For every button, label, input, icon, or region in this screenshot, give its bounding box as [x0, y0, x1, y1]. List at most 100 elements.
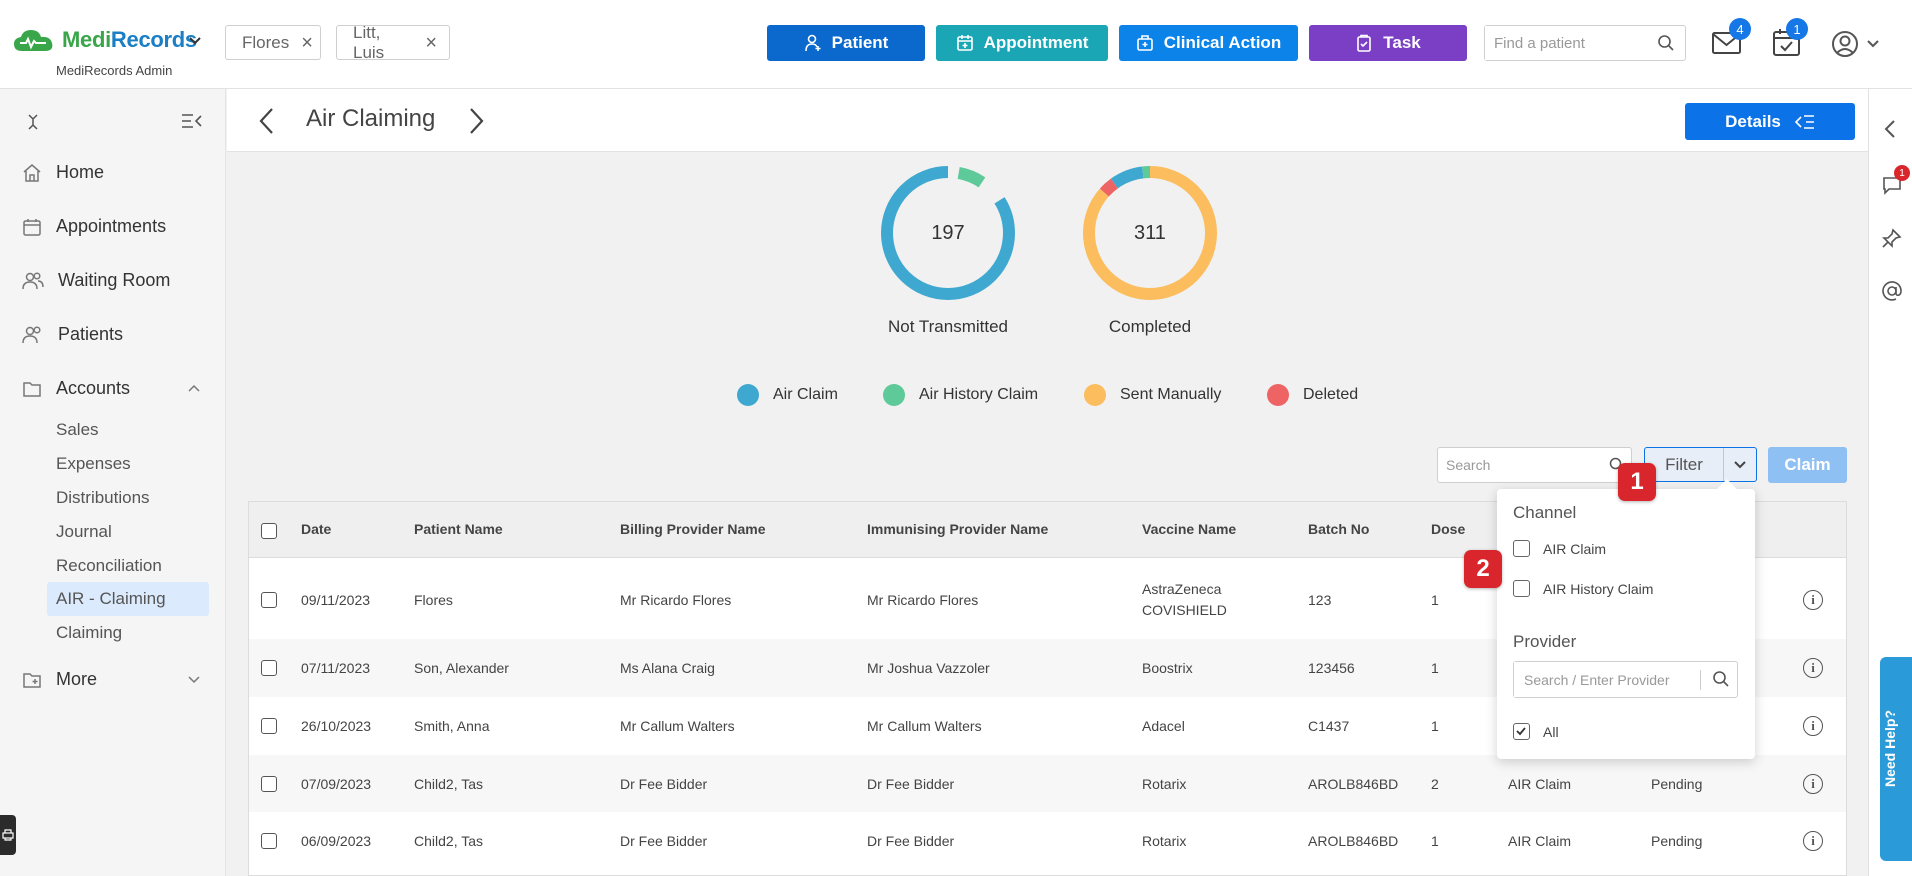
new-task-button[interactable]: Task	[1309, 25, 1467, 61]
sidebar-item-appointments[interactable]: Appointments	[22, 216, 166, 237]
chevron-left-icon[interactable]	[258, 107, 274, 135]
user-menu-button[interactable]	[1831, 30, 1881, 58]
step-marker-2: 2	[1464, 550, 1502, 588]
table-row[interactable]: 09/11/2023 Flores Mr Ricardo Flores Mr R…	[249, 559, 1846, 639]
sidebar-sub-air-claiming[interactable]: AIR - Claiming	[47, 582, 209, 616]
all-checkbox[interactable]	[1513, 723, 1530, 740]
new-appointment-button[interactable]: Appointment	[936, 25, 1108, 61]
sidebar-sub-journal[interactable]: Journal	[56, 522, 112, 541]
sidebar-sub-expenses[interactable]: Expenses	[56, 454, 131, 473]
not-transmitted-label: Not Transmitted	[888, 317, 1008, 336]
legend-swatch	[1084, 384, 1106, 406]
cell-vaccine: Adacel	[1142, 718, 1185, 734]
donut-slice-air-history-claim	[1083, 166, 1217, 300]
chevron-up-icon	[188, 384, 200, 392]
close-icon[interactable]: ×	[425, 31, 437, 54]
new-patient-button[interactable]: Patient	[767, 25, 925, 61]
cell-immunising: Dr Fee Bidder	[867, 776, 955, 792]
row-checkbox[interactable]	[261, 660, 277, 676]
need-help-button[interactable]: Need Help?	[1880, 657, 1912, 861]
info-icon[interactable]: i	[1803, 831, 1823, 851]
provider-option-all[interactable]: All	[1513, 723, 1559, 740]
info-icon[interactable]: i	[1803, 590, 1823, 610]
cell-date: 07/11/2023	[301, 660, 371, 676]
select-all-checkbox[interactable]	[261, 523, 277, 539]
find-patient-input[interactable]	[1485, 26, 1645, 60]
patient-tab-flores[interactable]: Flores ×	[225, 25, 321, 60]
header-date[interactable]: Date	[301, 521, 332, 537]
channel-checkbox[interactable]	[1513, 580, 1530, 597]
chevron-down-icon[interactable]	[188, 36, 202, 46]
folder-add-icon	[23, 672, 41, 688]
patient-tab-litt[interactable]: Litt, Luis ×	[336, 23, 450, 62]
sidebar: Home Appointments Waiting Room Patients …	[0, 89, 226, 876]
clipboard-icon	[1357, 34, 1372, 52]
step-marker-1: 1	[1618, 463, 1656, 501]
sidebar-item-accounts[interactable]: Accounts	[22, 378, 208, 399]
info-icon[interactable]: i	[1803, 716, 1823, 736]
cell-batch: AROLB846BD	[1308, 833, 1399, 849]
sidebar-item-waiting-room[interactable]: Waiting Room	[22, 270, 170, 291]
provider-search-input[interactable]	[1514, 662, 1694, 697]
cell-billing: Mr Ricardo Flores	[620, 592, 732, 608]
table-row[interactable]: 26/10/2023 Smith, Anna Mr Callum Walters…	[249, 697, 1846, 755]
close-icon[interactable]: ×	[301, 31, 313, 54]
app-logo[interactable]: MediRecords	[12, 27, 197, 53]
header-billing-provider[interactable]: Billing Provider Name	[620, 521, 766, 537]
sidebar-sub-reconciliation[interactable]: Reconciliation	[56, 556, 162, 575]
legend-swatch	[1267, 384, 1289, 406]
cell-status: Pending	[1651, 833, 1703, 849]
table-row[interactable]: 07/09/2023 Child2, Tas Dr Fee Bidder Dr …	[249, 755, 1846, 812]
pin-icon[interactable]	[1881, 227, 1903, 249]
table-search-input[interactable]	[1438, 448, 1598, 482]
cell-patient: Child2, Tas	[414, 833, 484, 849]
clinical-action-button[interactable]: Clinical Action	[1119, 25, 1298, 61]
info-icon[interactable]: i	[1803, 774, 1823, 794]
sidebar-item-more[interactable]: More	[22, 669, 208, 690]
header-vaccine-name[interactable]: Vaccine Name	[1142, 521, 1237, 537]
channel-checkbox[interactable]	[1513, 540, 1530, 557]
cell-billing: Mr Callum Walters	[620, 718, 735, 734]
legend-label: Air Claim	[773, 386, 838, 403]
chevron-left-icon[interactable]	[1884, 119, 1896, 139]
cell-billing: Dr Fee Bidder	[620, 776, 708, 792]
sidebar-item-home[interactable]: Home	[22, 162, 104, 183]
completed-donut-chart	[1083, 166, 1217, 300]
filter-dropdown-toggle[interactable]	[1723, 448, 1756, 481]
header-dose[interactable]: Dose	[1431, 521, 1466, 537]
find-patient-search	[1484, 25, 1686, 61]
legend-label: Deleted	[1303, 386, 1359, 403]
claim-button[interactable]: Claim	[1768, 447, 1847, 483]
chevron-right-icon[interactable]	[469, 107, 485, 135]
collapse-sidebar-icon[interactable]	[181, 113, 203, 129]
sidebar-sub-sales[interactable]: Sales	[56, 420, 99, 439]
sidebar-item-patients[interactable]: Patients	[22, 324, 123, 345]
search-icon[interactable]	[1657, 34, 1675, 52]
side-panel-tab[interactable]	[0, 815, 16, 855]
channel-option-air-history-claim[interactable]: AIR History Claim	[1513, 580, 1653, 597]
search-icon[interactable]	[1712, 670, 1730, 688]
filter-button[interactable]: Filter	[1644, 447, 1757, 482]
header-batch-no[interactable]: Batch No	[1308, 521, 1370, 537]
mention-icon[interactable]	[1881, 280, 1903, 302]
channel-option-air-claim[interactable]: AIR Claim	[1513, 540, 1606, 557]
row-checkbox[interactable]	[261, 718, 277, 734]
chat-badge: 1	[1894, 165, 1910, 181]
table-row[interactable]: 06/09/2023 Child2, Tas Dr Fee Bidder Dr …	[249, 812, 1846, 870]
cell-batch: AROLB846BD	[1308, 776, 1399, 792]
sidebar-sub-claiming[interactable]: Claiming	[56, 623, 123, 642]
collapse-all-icon[interactable]	[26, 113, 40, 131]
home-icon	[23, 163, 41, 182]
row-checkbox[interactable]	[261, 776, 277, 792]
sidebar-item-label: Accounts	[56, 378, 131, 398]
sidebar-sub-distributions[interactable]: Distributions	[56, 488, 150, 507]
header-immunising-provider[interactable]: Immunising Provider Name	[867, 521, 1049, 537]
cell-dose: 2	[1431, 776, 1439, 792]
header-patient-name[interactable]: Patient Name	[414, 521, 503, 537]
details-button[interactable]: Details	[1685, 103, 1855, 140]
row-checkbox[interactable]	[261, 833, 277, 849]
row-checkbox[interactable]	[261, 592, 277, 608]
info-icon[interactable]: i	[1803, 658, 1823, 678]
cell-billing: Ms Alana Craig	[620, 660, 715, 676]
cell-patient: Flores	[414, 592, 453, 608]
